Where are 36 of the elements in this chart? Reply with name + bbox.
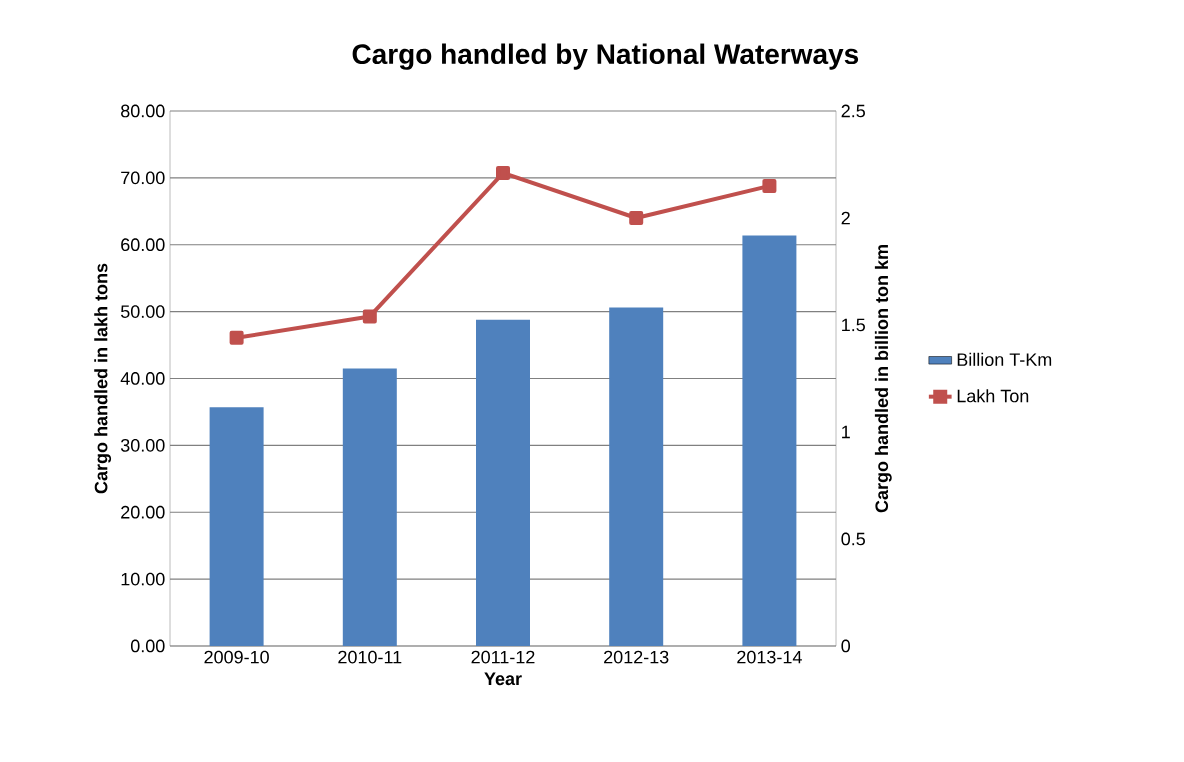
bar xyxy=(342,368,397,646)
point xyxy=(629,210,644,225)
y2-tick-label: 2.5 xyxy=(841,104,865,118)
point xyxy=(762,178,777,193)
y2-tick-label: 1.5 xyxy=(842,318,865,332)
chart-title: Cargo handled by National Waterways xyxy=(352,43,859,70)
x-tick-label: 2010-11 xyxy=(338,650,402,664)
y2-tick-label: 1 xyxy=(842,425,850,439)
y-tick-label: 20.00 xyxy=(121,505,165,519)
y-tick-label: 30.00 xyxy=(120,438,165,452)
x-tick-label: 2011-12 xyxy=(471,650,535,664)
point xyxy=(362,309,377,324)
y-axis-title: Cargo handled in lakh tons xyxy=(94,263,112,494)
y2-tick-label: 0.5 xyxy=(841,532,865,546)
bar xyxy=(609,307,664,646)
y-tick-label: 70.00 xyxy=(121,171,165,185)
y2-tick-label: 0 xyxy=(841,639,851,653)
y-tick-label: 80.00 xyxy=(121,104,165,118)
y-tick-label: 40.00 xyxy=(120,372,165,385)
x-tick-label: 2012-13 xyxy=(604,650,669,664)
legend-label: Lakh Ton xyxy=(957,389,1029,403)
point xyxy=(496,166,511,181)
y-tick-label: 50.00 xyxy=(120,305,165,318)
y-tick-label: 60.00 xyxy=(121,238,165,252)
x-tick-label: 2009-10 xyxy=(204,650,269,664)
point xyxy=(229,330,244,345)
legend-label: Billion T-Km xyxy=(957,352,1052,366)
y2-axis-title: Cargo handled in billion ton km xyxy=(874,245,892,513)
bar xyxy=(742,235,797,646)
bar xyxy=(476,319,530,646)
y-tick-label: 10.00 xyxy=(121,572,165,586)
x-axis-title: Year xyxy=(484,672,522,686)
bar xyxy=(209,407,264,646)
x-tick-label: 2013-14 xyxy=(737,650,802,664)
y-tick-label: 0.00 xyxy=(130,639,165,653)
y2-tick-label: 2 xyxy=(841,211,850,225)
